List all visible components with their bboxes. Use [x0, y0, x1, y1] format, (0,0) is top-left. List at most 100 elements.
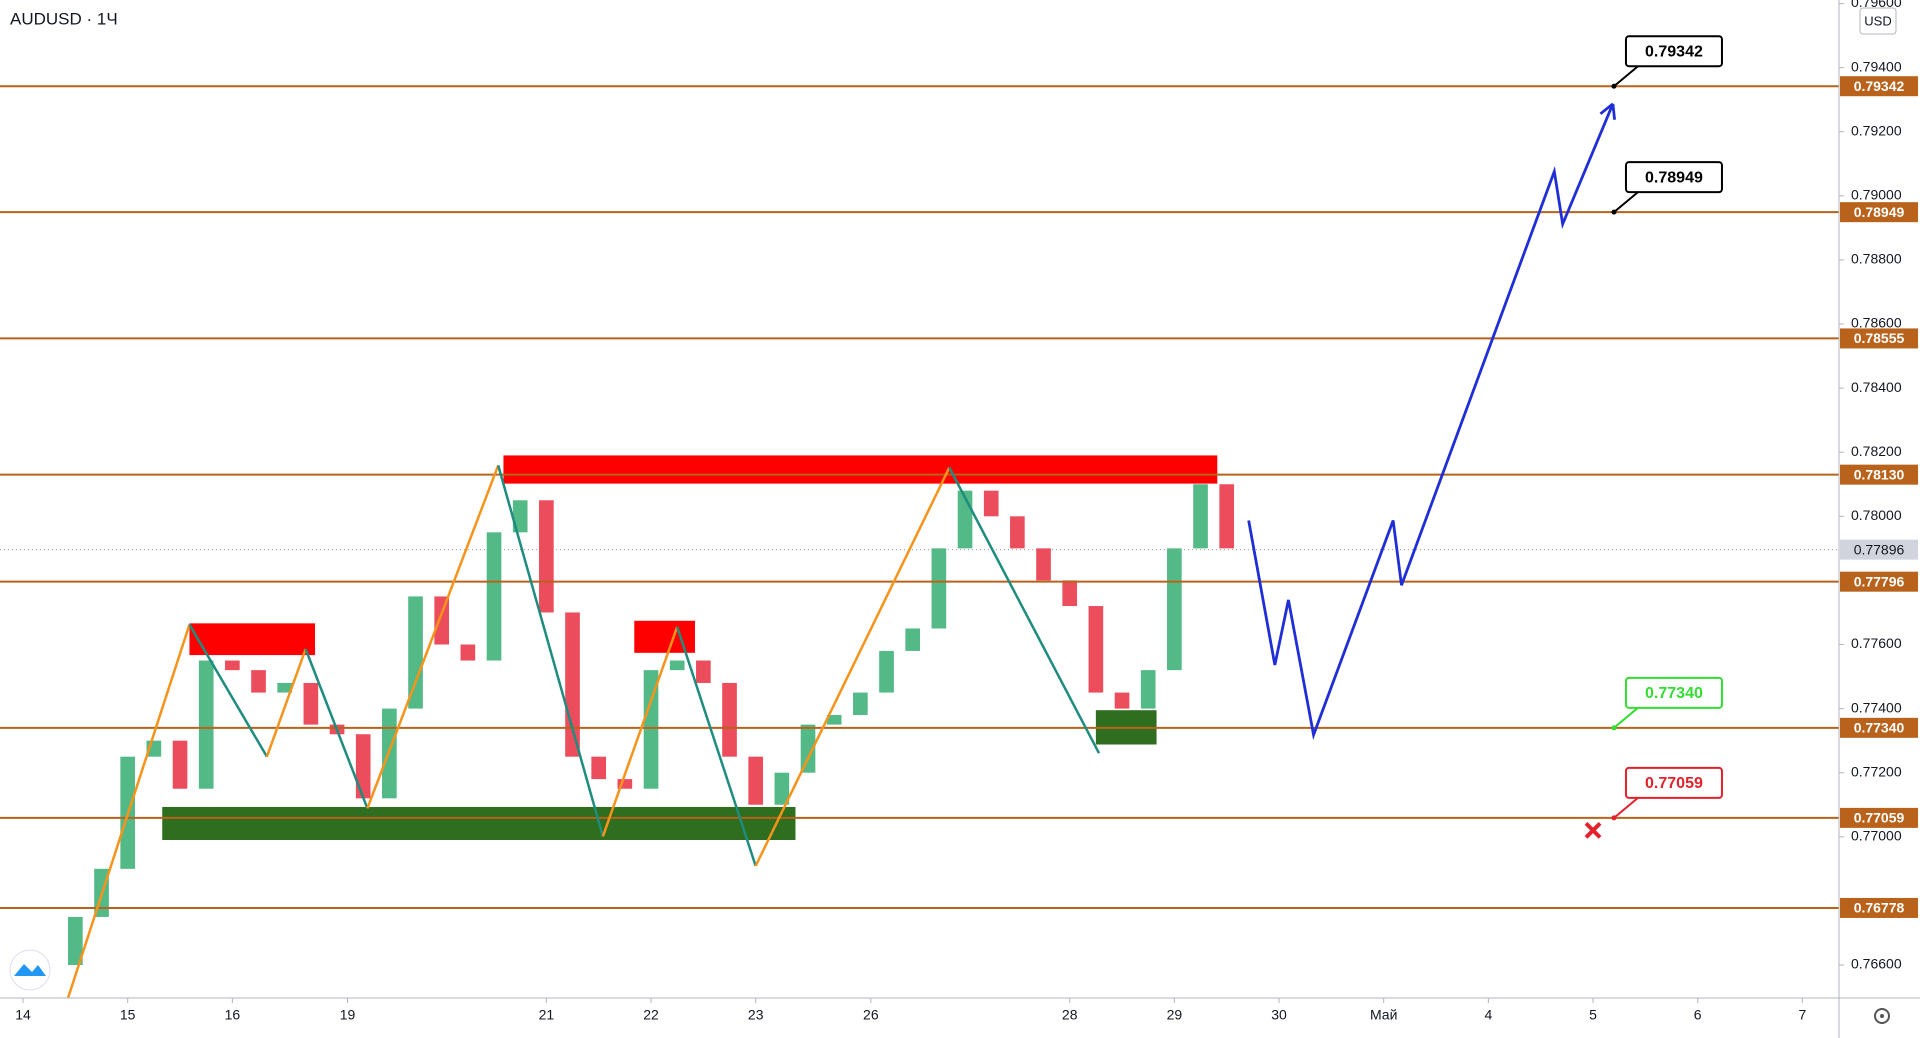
zigzag-leg: [676, 626, 757, 867]
y-tick-label: 0.78800: [1851, 251, 1902, 267]
level-tag: [1840, 897, 1918, 918]
y-tick-label: 0.79600: [1851, 0, 1902, 10]
candle-body: [408, 596, 423, 709]
candle-body: [1010, 516, 1025, 549]
candle-body: [198, 660, 214, 789]
candle-body: [617, 779, 633, 789]
level-label: 0.78949: [1854, 204, 1905, 220]
candle-body: [1167, 548, 1182, 671]
plot: [0, 85, 1839, 999]
callout-box: [1624, 676, 1723, 709]
candle-body: [225, 660, 240, 671]
candle-body: [931, 548, 947, 629]
candle-body: [1114, 692, 1130, 709]
x-tick-label: 5: [1589, 1007, 1597, 1023]
zigzag-leg: [497, 465, 605, 837]
y-tick-label: 0.77200: [1851, 763, 1902, 779]
level-label: 0.78130: [1854, 466, 1905, 482]
candle-body: [1219, 484, 1235, 549]
level-label: 0.77059: [1854, 810, 1905, 826]
zigzag-leg: [948, 467, 1101, 754]
x-tick-label: 28: [1062, 1007, 1078, 1023]
candle-body: [696, 660, 711, 683]
candle-body: [669, 660, 685, 671]
zone: [162, 806, 796, 840]
candle-body: [539, 500, 554, 613]
candle-body: [460, 644, 476, 661]
y-tick-label: 0.79400: [1851, 58, 1902, 74]
level-tag: [1840, 464, 1918, 485]
currency-box[interactable]: [1859, 7, 1897, 35]
candle-body: [591, 756, 607, 780]
x-tick-label: 30: [1271, 1007, 1287, 1023]
x-tick-label: 14: [15, 1007, 31, 1023]
candle-body: [826, 715, 842, 725]
level-tag: [1840, 76, 1918, 97]
x-tick-label: 7: [1798, 1007, 1806, 1023]
callout-box: [1624, 766, 1723, 799]
zigzag-leg: [601, 626, 679, 837]
candle-body: [355, 734, 371, 799]
y-tick-label: 0.77000: [1851, 827, 1902, 843]
x-tick-label: 21: [539, 1007, 555, 1023]
candle-body: [748, 756, 764, 805]
level-tag: [1840, 202, 1918, 223]
candle-body: [1193, 484, 1208, 549]
callout-label: 0.79342: [1645, 43, 1703, 60]
logo[interactable]: [9, 949, 51, 991]
level-tag: [1840, 807, 1918, 828]
callout-pointer: [1613, 707, 1639, 729]
candle-body: [251, 670, 266, 693]
candle-body: [486, 532, 502, 661]
forecast-arrowhead: [1599, 102, 1614, 115]
candle-body: [774, 772, 790, 805]
callout-box: [1624, 35, 1723, 68]
candle-body: [1062, 580, 1078, 607]
level-label: 0.77340: [1854, 720, 1905, 736]
x-tick-label: 15: [120, 1007, 136, 1023]
callout-label: 0.77340: [1645, 685, 1703, 702]
candle-body: [643, 670, 659, 789]
currency: USD: [1864, 13, 1891, 28]
x-tick-label: 23: [748, 1007, 764, 1023]
candle-body: [983, 490, 999, 517]
x-tick-label: 29: [1167, 1007, 1183, 1023]
zigzag-leg: [188, 623, 268, 758]
candle-body: [303, 682, 319, 725]
zone: [634, 620, 695, 653]
candle-body: [172, 740, 188, 789]
x-tick-label: 22: [643, 1007, 659, 1023]
last-price-label: 0.77896: [1854, 541, 1905, 557]
zone: [503, 455, 1218, 484]
callout-label: 0.78949: [1645, 169, 1703, 186]
level-label: 0.79342: [1854, 78, 1905, 94]
candle-body: [800, 724, 816, 773]
y-tick-label: 0.78200: [1851, 443, 1902, 459]
zigzag-leg: [66, 624, 191, 999]
zigzag-leg: [265, 648, 307, 758]
y-tick-label: 0.79200: [1851, 122, 1902, 138]
candle-body: [1036, 548, 1051, 581]
zigzag-leg: [366, 464, 500, 809]
level-label: 0.78555: [1854, 330, 1905, 346]
callout-label: 0.77059: [1645, 775, 1703, 792]
candle-body: [1140, 670, 1156, 709]
forecast-line: [1247, 103, 1615, 741]
settings-icon[interactable]: [1874, 1008, 1890, 1024]
forecast-arrowhead: [1611, 103, 1616, 120]
x-tick-label: 16: [225, 1007, 241, 1023]
y-tick-label: 0.77600: [1851, 635, 1902, 651]
candle-body: [565, 612, 580, 757]
x-tick-label: 6: [1694, 1007, 1702, 1023]
callout-box: [1624, 161, 1723, 194]
y-tick-label: 0.79000: [1851, 187, 1902, 203]
y-tick-label: 0.78000: [1851, 507, 1902, 523]
callout-pointer: [1613, 797, 1639, 819]
level-tag: [1840, 328, 1918, 349]
y-tick-label: 0.78400: [1851, 379, 1902, 395]
candle-body: [905, 628, 921, 651]
symbol-title[interactable]: AUDUSD · 1Ч: [10, 9, 118, 28]
x-tick-label: 26: [863, 1007, 879, 1023]
x-tick-label: 19: [340, 1007, 356, 1023]
